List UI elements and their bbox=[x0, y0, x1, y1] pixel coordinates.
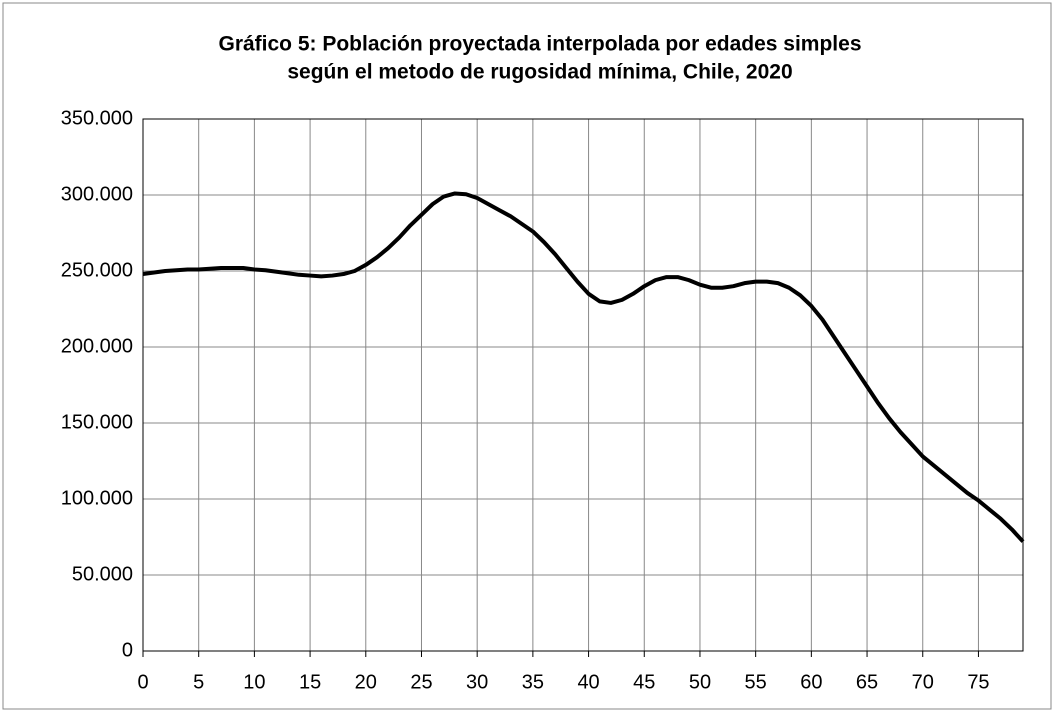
x-tick-label: 0 bbox=[137, 671, 148, 693]
x-tick-label: 45 bbox=[633, 671, 655, 693]
x-tick-label: 75 bbox=[967, 671, 989, 693]
y-tick-label: 350.000 bbox=[61, 107, 133, 129]
chart-title: Gráfico 5: Población proyectada interpol… bbox=[218, 33, 861, 56]
line-series bbox=[142, 191, 1025, 543]
y-tick-label: 300.000 bbox=[61, 183, 133, 205]
y-tick-label: 100.000 bbox=[61, 487, 133, 509]
x-tick-label: 70 bbox=[912, 671, 934, 693]
x-tick-label: 55 bbox=[745, 671, 767, 693]
x-tick-label: 40 bbox=[577, 671, 599, 693]
x-tick-label: 10 bbox=[243, 671, 265, 693]
x-tick-label: 30 bbox=[466, 671, 488, 693]
x-tick-label: 25 bbox=[410, 671, 432, 693]
y-tick-label: 250.000 bbox=[61, 259, 133, 281]
y-tick-label: 200.000 bbox=[61, 335, 133, 357]
y-tick-label: 50.000 bbox=[72, 563, 133, 585]
x-tick-label: 35 bbox=[522, 671, 544, 693]
x-tick-label: 65 bbox=[856, 671, 878, 693]
chart-subtitle: según el metodo de rugosidad mínima, Chi… bbox=[287, 61, 792, 84]
x-tick-label: 60 bbox=[800, 671, 822, 693]
x-tick-label: 15 bbox=[299, 671, 321, 693]
x-tick-label: 20 bbox=[355, 671, 377, 693]
y-tick-label: 150.000 bbox=[61, 411, 133, 433]
y-tick-label: 0 bbox=[122, 639, 133, 661]
x-tick-label: 5 bbox=[193, 671, 204, 693]
plot-frame bbox=[142, 118, 1024, 652]
x-tick-label: 50 bbox=[689, 671, 711, 693]
